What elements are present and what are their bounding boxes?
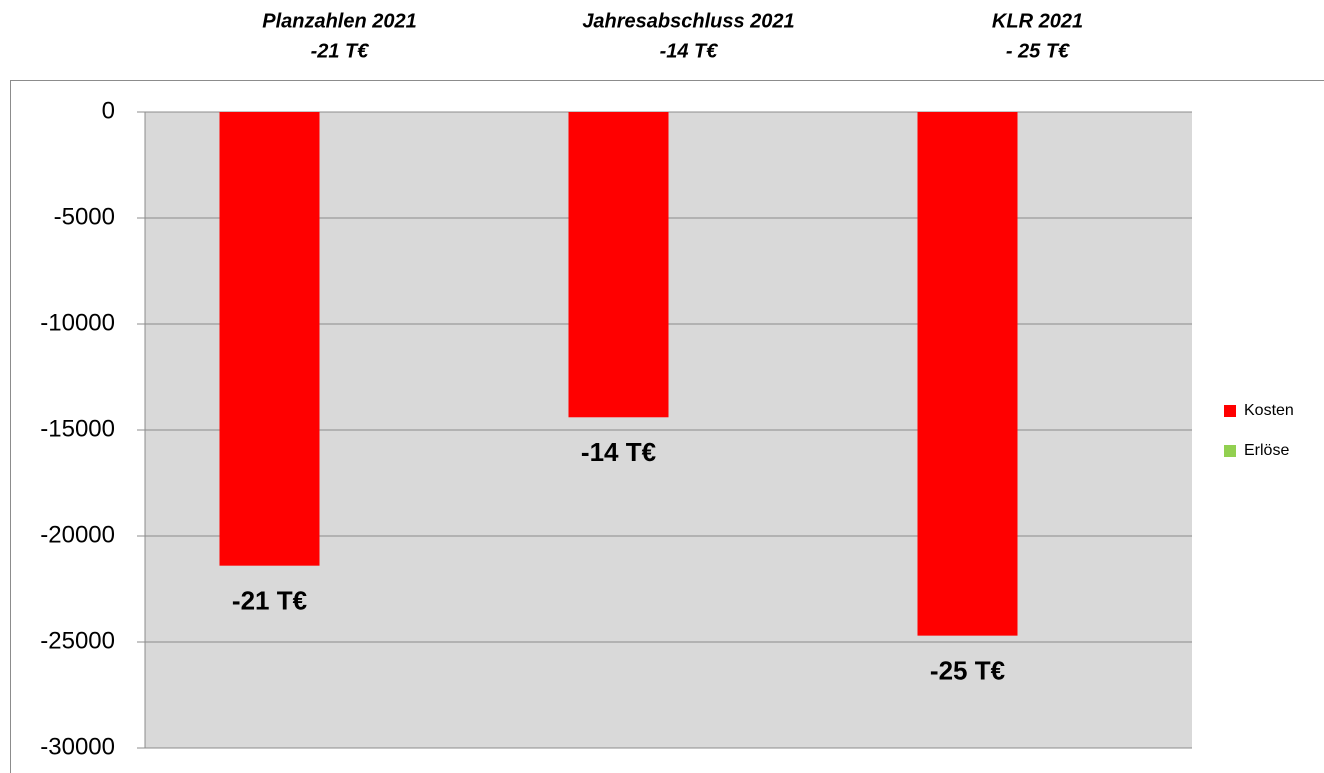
bar [917,112,1018,636]
data-label: -21 T€ [232,586,307,616]
bar [219,112,320,566]
y-tick-label: -30000 [40,733,115,760]
category-label: KLR 2021 [992,10,1083,32]
y-tick-label: 0 [102,97,115,124]
category-sublabel: -21 T€ [311,40,370,62]
legend-swatch [1224,445,1236,457]
bar [568,112,669,418]
legend-swatch [1224,405,1236,417]
y-tick-label: -15000 [40,415,115,442]
y-tick-label: -20000 [40,521,115,548]
y-tick-label: -25000 [40,627,115,654]
legend-label: Erlöse [1244,442,1289,459]
y-tick-label: -10000 [40,309,115,336]
data-label: -25 T€ [930,656,1005,686]
data-label: -14 T€ [581,437,656,467]
category-label: Planzahlen 2021 [262,10,417,32]
legend-label: Kosten [1244,402,1294,419]
category-sublabel: - 25 T€ [1006,40,1070,62]
y-tick-label: -5000 [54,203,115,230]
category-label: Jahresabschluss 2021 [582,10,794,32]
category-sublabel: -14 T€ [660,40,719,62]
